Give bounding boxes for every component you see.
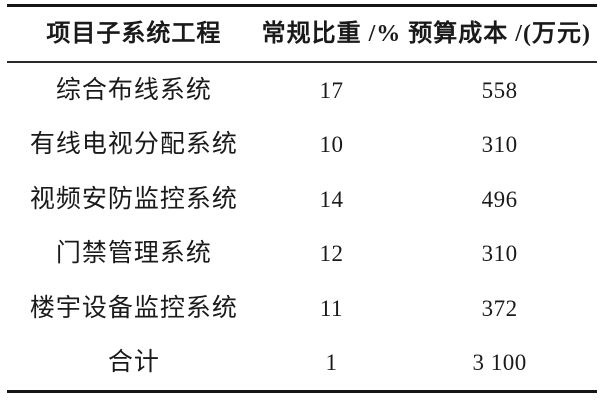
table-row: 门禁管理系统 12 310	[7, 227, 597, 282]
cost-cell: 3 100	[472, 350, 527, 376]
ratio-cell: 11	[319, 295, 344, 321]
cost-cell: 310	[481, 132, 518, 158]
subsystem-name-cell: 楼宇设备监控系统	[29, 294, 238, 322]
cost-cell: 558	[481, 77, 518, 103]
ratio-cell: 10	[319, 132, 344, 158]
subsystem-name-cell: 视频安防监控系统	[29, 185, 238, 213]
ratio-cell: 12	[319, 241, 344, 267]
subsystem-name-cell: 综合布线系统	[55, 76, 212, 104]
cost-cell: 310	[481, 241, 518, 267]
ratio-cell: 14	[319, 186, 344, 212]
cost-cell: 372	[481, 295, 518, 321]
table-row: 综合布线系统 17 558	[7, 63, 597, 118]
subsystem-name-cell: 门禁管理系统	[55, 240, 212, 268]
table-row-total: 合计 1 3 100	[7, 336, 597, 391]
subsystem-name-cell: 有线电视分配系统	[29, 131, 238, 159]
column-header-subsystem: 项目子系统工程	[46, 21, 222, 47]
budget-table: 项目子系统工程 常规比重 /% 预算成本 /(万元) 综合布线系统 17 558…	[7, 4, 597, 393]
ratio-cell: 17	[319, 77, 344, 103]
column-header-cost: 预算成本 /(万元)	[408, 21, 591, 47]
table-row: 视频安防监控系统 14 496	[7, 172, 597, 227]
subsystem-name-cell: 合计	[107, 349, 160, 377]
table-row: 有线电视分配系统 10 310	[7, 118, 597, 173]
table-row: 楼宇设备监控系统 11 372	[7, 281, 597, 336]
ratio-cell: 1	[325, 350, 338, 376]
cost-cell: 496	[481, 186, 518, 212]
table-header-row: 项目子系统工程 常规比重 /% 预算成本 /(万元)	[7, 7, 597, 63]
column-header-ratio: 常规比重 /%	[261, 21, 402, 47]
